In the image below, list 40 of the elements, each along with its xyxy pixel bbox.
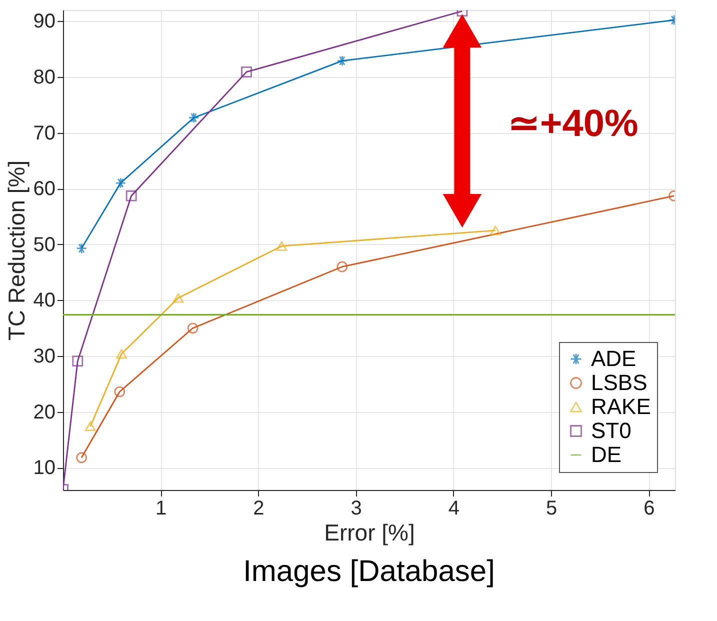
point [241, 66, 252, 78]
legend-label: ST0 [591, 418, 632, 443]
point [276, 241, 288, 251]
point [72, 356, 84, 367]
y-tick-label: 30 [33, 346, 56, 368]
x-tick-label: 2 [253, 498, 264, 520]
y-tick-label: 70 [33, 122, 56, 144]
text: Images [Database] [243, 555, 495, 588]
y-tick-label: 80 [33, 66, 56, 88]
point [116, 349, 128, 359]
point [188, 112, 200, 124]
x-tick-label: 1 [156, 498, 167, 520]
point [336, 55, 348, 66]
y-tick-label: 90 [33, 10, 56, 33]
x-tick-label: 4 [448, 498, 460, 520]
x-tick-label: 6 [644, 498, 655, 520]
x-tick-label: 3 [350, 498, 362, 520]
point [126, 190, 137, 202]
y-tick-label: 10 [33, 457, 56, 480]
y-axis-title: TC Reduction [%] [3, 160, 30, 341]
point [115, 178, 126, 188]
legend-label: ADE [591, 346, 636, 371]
legend-label: DE [591, 442, 622, 467]
y-tick-label: 20 [33, 401, 56, 424]
point [172, 293, 184, 303]
legend-label: RAKE [591, 394, 651, 419]
point [336, 261, 348, 272]
y-tick-label: 50 [33, 234, 56, 256]
point [490, 226, 501, 236]
point [114, 386, 126, 398]
point [84, 422, 96, 432]
legend-label: LSBS [591, 370, 648, 395]
point [76, 452, 87, 464]
x-tick-label: 5 [546, 498, 558, 520]
x-axis-title: Error [%] [324, 520, 415, 546]
y-tick-label: 40 [33, 290, 56, 312]
y-tick-label: 60 [33, 178, 56, 200]
point [187, 322, 198, 334]
annotation: ≃+40% [508, 103, 638, 145]
point [76, 242, 87, 254]
